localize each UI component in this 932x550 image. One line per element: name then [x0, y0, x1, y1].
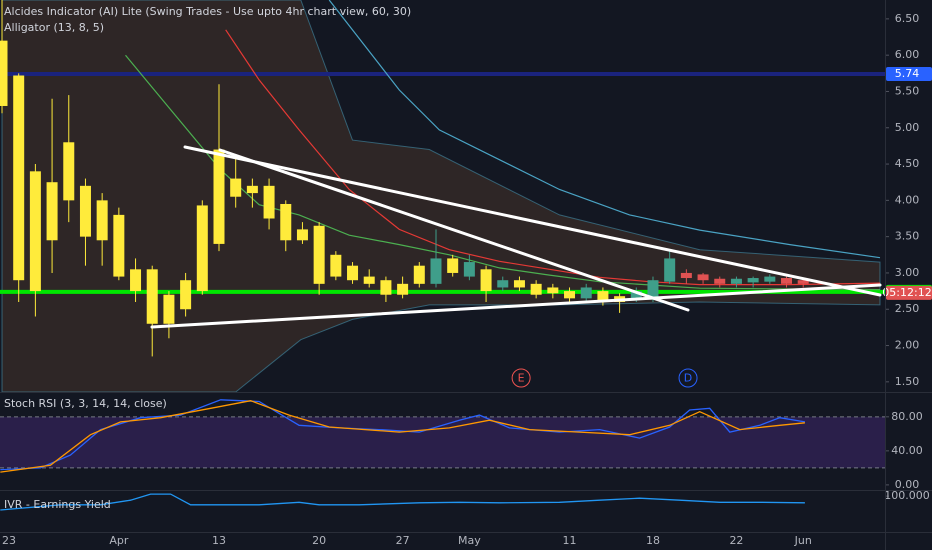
candle-body	[697, 274, 709, 281]
x-tick-label: 22	[729, 534, 743, 547]
x-tick-label: 13	[212, 534, 226, 547]
candle-body	[13, 75, 25, 281]
y-tick-label: 3.50	[895, 230, 920, 243]
moving-average	[225, 29, 881, 286]
candle-body	[113, 214, 125, 277]
candle-body	[547, 287, 559, 294]
candle-body	[530, 283, 542, 295]
candle-body	[463, 262, 475, 277]
candle-body	[180, 280, 192, 310]
ivr-title: IVR - Earnings Yield	[4, 498, 111, 511]
candle-body	[597, 291, 609, 302]
y-tick-label: 6.00	[895, 48, 920, 61]
y-tick-label: 80.00	[891, 410, 923, 423]
candle-body	[580, 287, 592, 299]
candle-body	[680, 272, 692, 279]
candle-body	[263, 185, 275, 219]
trendline	[183, 145, 882, 297]
candle-body	[96, 200, 108, 241]
y-tick-label: 0.00	[895, 478, 920, 491]
candle-body	[363, 276, 375, 284]
candle-body	[230, 178, 242, 197]
candle-body	[130, 269, 142, 292]
x-tick-label: 18	[646, 534, 660, 547]
candle-body	[0, 40, 8, 106]
candle-body	[781, 278, 793, 284]
candle-body	[213, 149, 225, 244]
candle-body	[313, 225, 325, 284]
y-tick-label: 2.50	[895, 302, 920, 315]
y-tick-label: 2.00	[895, 339, 920, 352]
candle-body	[29, 171, 41, 292]
indicator-line	[0, 493, 805, 511]
candle-body	[63, 142, 75, 201]
candle-body	[447, 258, 459, 273]
candle-body	[430, 258, 442, 284]
candle-body	[747, 278, 759, 283]
indicator-subtitle: Alligator (13, 8, 5)	[4, 21, 104, 34]
candle-body	[296, 229, 308, 241]
indicator-line	[0, 400, 805, 473]
countdown-label: 05:12:12	[882, 286, 931, 299]
x-tick-label: May	[458, 534, 481, 547]
candle-body	[647, 280, 659, 299]
candle-body	[480, 269, 492, 292]
candle-body	[630, 291, 642, 299]
candle-body	[79, 185, 91, 237]
y-tick-label: 4.00	[895, 193, 920, 206]
event-marker-label: E	[518, 372, 525, 385]
x-tick-label: 20	[312, 534, 326, 547]
candle-body	[246, 185, 258, 194]
candle-body	[714, 278, 726, 284]
candle-body	[797, 280, 809, 284]
candle-body	[664, 258, 676, 282]
stoch-band	[0, 416, 885, 468]
candle-body	[413, 265, 425, 284]
event-marker	[678, 368, 698, 388]
countdown-box	[886, 285, 932, 300]
y-tick-label: 3.00	[895, 266, 920, 279]
indicator-title: Alcides Indicator (AI) Lite (Swing Trade…	[4, 5, 411, 18]
candle-body	[564, 291, 576, 299]
price-label-box	[886, 67, 932, 82]
y-tick-label: 5.00	[895, 121, 920, 134]
x-tick-label: Apr	[109, 534, 129, 547]
candle-body	[513, 280, 525, 288]
candle-body	[46, 182, 58, 241]
event-marker-label: D	[684, 372, 692, 385]
candle-body	[497, 280, 509, 288]
x-tick-label: 27	[396, 534, 410, 547]
candle-body	[196, 205, 208, 292]
candle-body	[163, 294, 175, 324]
x-tick-label: 23	[2, 534, 16, 547]
trendline	[150, 283, 882, 329]
trendline	[218, 148, 690, 312]
candle-body	[380, 280, 392, 295]
indicator-line	[0, 399, 806, 471]
y-tick-label: 40.00	[891, 444, 923, 457]
candle-body	[280, 203, 292, 241]
y-tick-label: 1.50	[895, 375, 920, 388]
moving-average	[328, 0, 881, 259]
candle-body	[330, 254, 342, 277]
stoch-title: Stoch RSI (3, 3, 14, 14, close)	[4, 397, 167, 410]
y-tick-label: 100.000	[884, 489, 930, 502]
y-tick-label: 6.50	[895, 12, 920, 25]
trendlines	[150, 145, 882, 329]
candle-body	[347, 265, 359, 281]
y-tick-label: 5.50	[895, 84, 920, 97]
x-tick-label: Jun	[794, 534, 812, 547]
candle-body	[764, 276, 776, 282]
candle-body	[730, 278, 742, 284]
candle-body	[146, 269, 158, 324]
event-marker	[511, 368, 531, 388]
x-tick-label: 11	[563, 534, 577, 547]
candle-body	[397, 283, 409, 295]
price-label: 5.74	[895, 67, 920, 80]
y-tick-label: 4.50	[895, 157, 920, 170]
